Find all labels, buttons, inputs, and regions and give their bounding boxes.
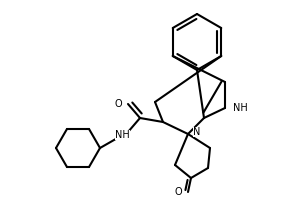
Text: O: O (174, 187, 182, 197)
Text: N: N (193, 127, 200, 137)
Text: NH: NH (115, 130, 130, 140)
Text: O: O (114, 99, 122, 109)
Text: NH: NH (233, 103, 248, 113)
